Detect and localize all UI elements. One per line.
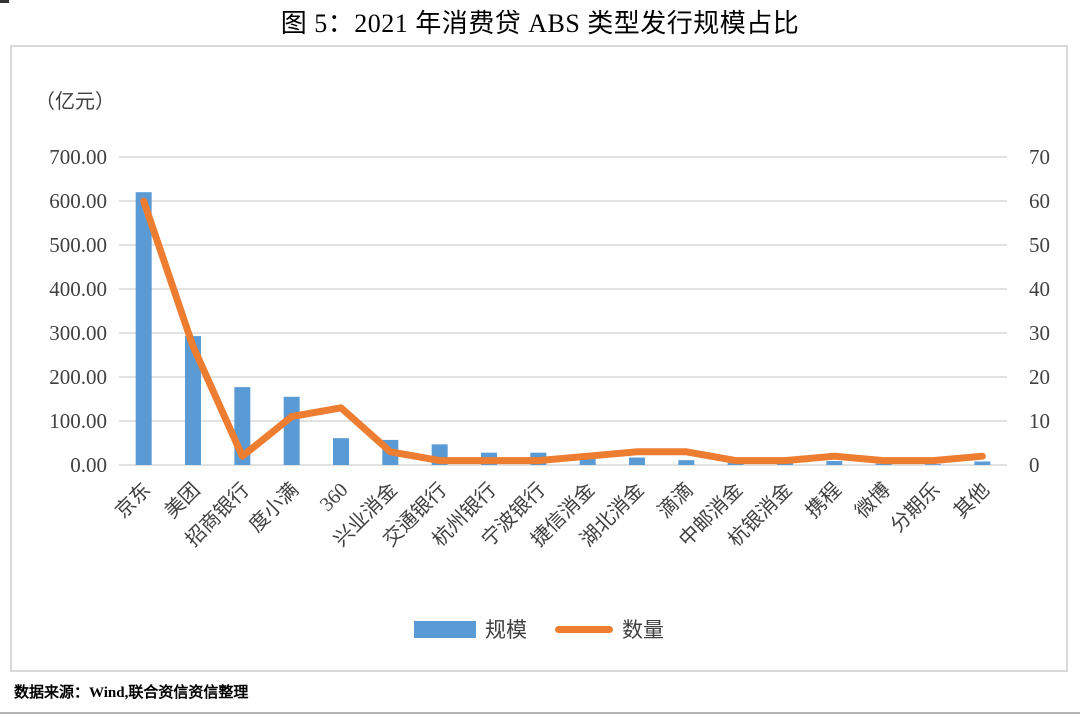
right-axis-tick-label: 0 bbox=[1029, 453, 1040, 477]
left-axis-tick-label: 300.00 bbox=[49, 321, 107, 345]
bar bbox=[135, 192, 152, 465]
line-legend-swatch bbox=[555, 625, 613, 633]
x-axis-category-label: 其他 bbox=[949, 478, 994, 523]
legend-item-scale: 规模 bbox=[414, 614, 527, 644]
bar bbox=[579, 455, 596, 465]
bar bbox=[678, 460, 695, 465]
right-axis-tick-label: 20 bbox=[1029, 365, 1050, 389]
bar bbox=[826, 461, 843, 465]
page-edge-artifact bbox=[0, 0, 9, 3]
bar bbox=[974, 461, 991, 465]
count-line bbox=[140, 197, 986, 465]
x-axis-category-label: 度小满 bbox=[245, 478, 304, 537]
legend-item-count: 数量 bbox=[555, 614, 664, 644]
figure-title: 图 5：2021 年消费贷 ABS 类型发行规模占比 bbox=[280, 9, 800, 38]
legend-label-count: 数量 bbox=[622, 618, 664, 642]
left-axis-tick-label: 0.00 bbox=[70, 453, 107, 477]
left-axis-tick-label: 200.00 bbox=[49, 365, 107, 389]
x-axis-category-label: 滴滴 bbox=[653, 478, 698, 523]
right-axis-tick-label: 30 bbox=[1029, 321, 1050, 345]
bottom-divider bbox=[0, 712, 1080, 714]
bar bbox=[875, 463, 892, 465]
legend-label-scale: 规模 bbox=[485, 618, 527, 642]
bar-legend-swatch bbox=[414, 620, 476, 638]
x-axis-category-label: 微博 bbox=[851, 478, 896, 523]
x-axis-category-label: 分期乐 bbox=[886, 478, 945, 537]
left-axis-unit-label: （亿元） bbox=[35, 91, 115, 113]
right-axis-tick-label: 50 bbox=[1029, 233, 1050, 257]
bar bbox=[925, 464, 941, 465]
source-note: 数据来源：Wind,联合资信资信整理 bbox=[14, 685, 249, 701]
chart-frame: （亿元） 700.00 70 600.00 60 500.00 50 400.00 40 300… bbox=[10, 45, 1068, 672]
right-axis-tick-label: 40 bbox=[1029, 277, 1050, 301]
x-axis-category-label: 携程 bbox=[801, 478, 846, 523]
right-axis-tick-label: 60 bbox=[1029, 189, 1050, 213]
bar bbox=[185, 336, 201, 465]
x-axis-category-label: 美团 bbox=[160, 478, 205, 523]
x-axis-category-label: 京东 bbox=[111, 478, 156, 523]
right-axis-tick-label: 10 bbox=[1029, 409, 1050, 433]
right-axis-tick-label: 70 bbox=[1029, 145, 1050, 169]
bar bbox=[283, 396, 300, 465]
bar bbox=[777, 463, 793, 465]
x-axis-category-label: 360 bbox=[316, 479, 353, 516]
left-axis-tick-label: 700.00 bbox=[49, 145, 107, 169]
left-axis-tick-label: 100.00 bbox=[49, 409, 107, 433]
bar bbox=[629, 457, 645, 465]
bar bbox=[333, 438, 349, 465]
left-axis-tick-label: 500.00 bbox=[49, 233, 107, 257]
left-axis-tick-label: 600.00 bbox=[49, 189, 107, 213]
left-axis-tick-label: 400.00 bbox=[49, 277, 107, 301]
legend: 规模 数量 bbox=[12, 614, 1066, 644]
